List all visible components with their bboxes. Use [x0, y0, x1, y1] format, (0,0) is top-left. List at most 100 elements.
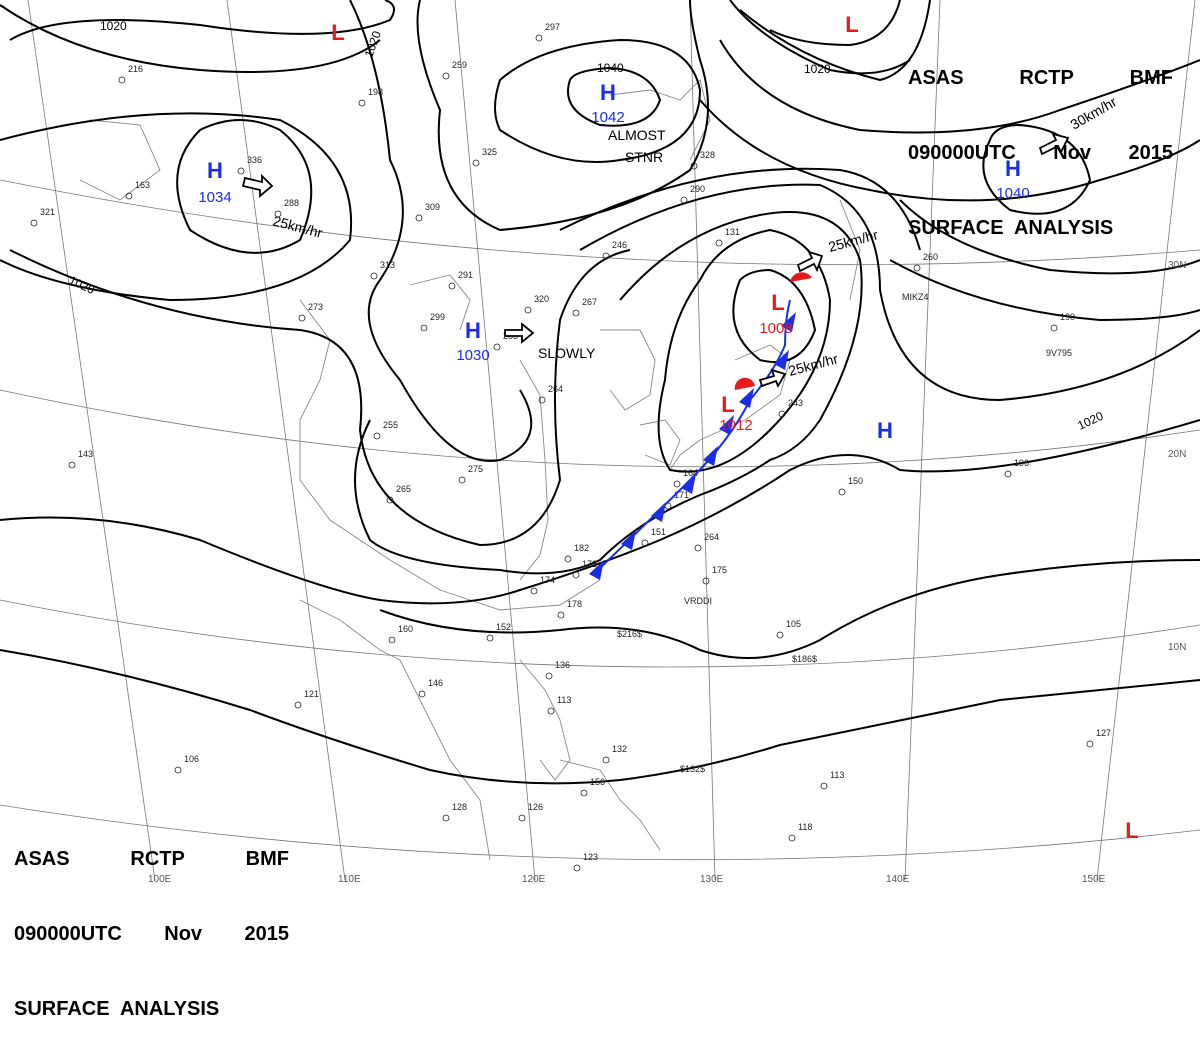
note-stnr: STNR	[625, 149, 663, 165]
header-time: 090000UTC	[908, 142, 1016, 164]
station-pressure-value: 325	[482, 147, 497, 157]
high-pressure-symbol: H	[207, 158, 223, 183]
station-pressure-value: 150	[848, 476, 863, 486]
station-circle	[564, 555, 572, 563]
footer-title-block: ASAS RCTP BMF 090000UTC Nov 2015 SURFACE…	[14, 797, 289, 1047]
cold-front-triangle	[589, 560, 604, 580]
cold-front-triangle	[781, 312, 796, 332]
high-pressure-symbol: H	[600, 80, 616, 105]
station-circle	[442, 814, 450, 822]
station-circle	[388, 636, 396, 644]
header-month: Nov	[1053, 142, 1092, 164]
station-pressure-value: 243	[788, 398, 803, 408]
station-circle	[118, 76, 126, 84]
station-circle	[572, 309, 580, 317]
station-pressure-value: 127	[1096, 728, 1111, 738]
station-circle	[448, 282, 456, 290]
station-circle	[486, 634, 494, 642]
isobar-label: 1020	[100, 19, 127, 33]
longitude-label: 100E	[148, 874, 172, 885]
station-circle	[778, 410, 786, 418]
high-pressure-symbol: H	[877, 418, 893, 443]
station-circle	[294, 701, 302, 709]
isobar-label: 1040	[597, 61, 624, 75]
station-circle	[530, 587, 538, 595]
high-pressure-symbol: H	[465, 318, 481, 343]
station-pressure-value: 297	[545, 22, 560, 32]
header-year: 2015	[1128, 142, 1173, 164]
station-pressure-value: 171	[674, 490, 689, 500]
station-pressure-value: 156	[590, 777, 605, 787]
meridian-lines	[27, 0, 1196, 881]
station-pressure-value: 299	[430, 312, 445, 322]
station-pressure-value: 264	[704, 532, 719, 542]
low-pressure-symbol: L	[771, 290, 784, 315]
station-pressure-value: 260	[923, 252, 938, 262]
ship-report-id: $186$	[792, 654, 817, 664]
station-pressure-value: 136	[555, 660, 570, 670]
warm-front	[734, 272, 812, 390]
station-circle	[776, 631, 784, 639]
station-circle	[472, 159, 480, 167]
coastlines	[79, 79, 861, 861]
isobars	[0, 0, 1200, 785]
station-circle	[573, 864, 581, 872]
pressure-center-value: 1012	[719, 417, 752, 434]
station-circle	[386, 496, 394, 504]
longitude-label: 110E	[338, 874, 361, 885]
station-circle	[30, 219, 38, 227]
station-circle	[680, 196, 688, 204]
latitude-label: 10N	[1168, 642, 1186, 653]
station-pressure-value: 182	[574, 543, 589, 553]
station-circle	[237, 167, 245, 175]
station-pressure-value: 128	[452, 802, 467, 812]
weather-map: 1020 1020 1020 1020 1020 1040 2972591983…	[0, 0, 1200, 885]
station-circle	[641, 539, 649, 547]
station-plots: 297 259 198 325 328 290 246 320 267 313 291 273 299 3…	[30, 22, 1111, 872]
station-pressure-value: 163	[135, 180, 150, 190]
station-circle	[493, 343, 501, 351]
station-pressure-value: 198	[368, 87, 383, 97]
station-circle	[572, 571, 580, 579]
station-circle	[174, 766, 182, 774]
station-pressure-value: 175	[712, 565, 727, 575]
station-pressure-value: 190	[1060, 312, 1075, 322]
station-circle	[373, 432, 381, 440]
motion-label: SLOWLY	[538, 345, 596, 361]
cold-front-triangle	[739, 388, 754, 408]
footer-agency: ASAS	[14, 848, 70, 870]
station-circle	[547, 707, 555, 715]
station-pressure-value: 275	[468, 464, 483, 474]
station-pressure-value: 152	[496, 622, 511, 632]
station-pressure-value: 132	[612, 744, 627, 754]
header-office: BMF	[1129, 67, 1173, 89]
footer-product: SURFACE ANALYSIS	[14, 998, 220, 1020]
station-circle	[694, 544, 702, 552]
footer-time: 090000UTC	[14, 923, 122, 945]
longitude-label: 120E	[522, 874, 546, 885]
isobar-label: 1020	[804, 62, 831, 76]
note-almost: ALMOST	[608, 127, 666, 143]
header-product: SURFACE ANALYSIS	[908, 217, 1114, 239]
station-pressure-value: 151	[651, 527, 666, 537]
longitude-labels: 100E 110E 120E 130E 140E 150E	[148, 874, 1106, 885]
low-pressure-symbol: L	[1125, 818, 1138, 843]
station-circle	[420, 324, 428, 332]
low-pressure-symbol: L	[845, 12, 858, 37]
station-pressure-value: 267	[582, 297, 597, 307]
cold-front-triangle	[681, 474, 696, 494]
pressure-center-value: 1042	[591, 109, 624, 126]
longitude-label: 150E	[1082, 874, 1106, 885]
station-pressure-value: 216	[128, 64, 143, 74]
station-pressure-value: 320	[534, 294, 549, 304]
station-pressure-value: 328	[700, 150, 715, 160]
station-circle	[298, 314, 306, 322]
station-circle	[580, 789, 588, 797]
station-pressure-value: 291	[458, 270, 473, 280]
station-pressure-value: 113	[557, 695, 571, 705]
ship-report-id: 9V795	[1046, 348, 1072, 358]
station-circle	[442, 72, 450, 80]
station-circle	[715, 239, 723, 247]
station-pressure-value: 265	[396, 484, 411, 494]
